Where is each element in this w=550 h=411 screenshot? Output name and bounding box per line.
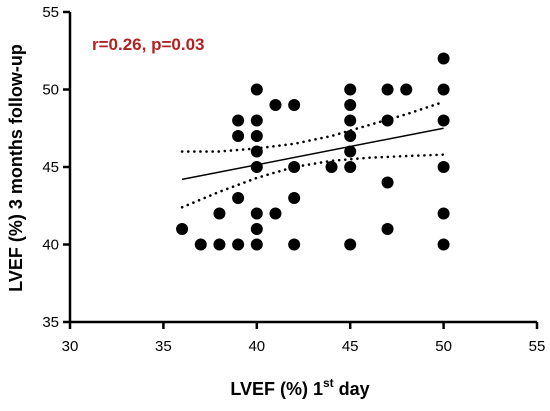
data-point: [437, 207, 450, 220]
data-point: [250, 114, 263, 127]
data-point: [288, 161, 301, 173]
data-point: [344, 83, 357, 96]
x-axis-title-rest: day: [334, 379, 370, 399]
y-tick-label: 45: [42, 159, 59, 176]
y-tick-label: 35: [42, 314, 59, 331]
data-point: [269, 207, 282, 220]
data-point: [437, 114, 450, 127]
x-tick-label: 30: [62, 338, 79, 355]
data-point: [288, 99, 301, 111]
regression-line: [181, 127, 444, 181]
x-axis-title-sup: st: [323, 376, 334, 390]
data-point: [232, 238, 245, 251]
data-point: [381, 223, 394, 235]
data-point: [213, 207, 226, 220]
x-tick-label: 50: [435, 338, 452, 355]
data-point: [344, 145, 357, 158]
data-point: [344, 238, 357, 251]
data-point: [437, 238, 450, 251]
ci-lower-curve: [180, 153, 445, 209]
y-tick-label: 40: [42, 237, 59, 254]
data-point: [250, 207, 263, 220]
data-point: [400, 83, 413, 96]
correlation-annotation: r=0.26, p=0.03: [92, 35, 204, 54]
y-axis-title: LVEF (%) 3 months follow-up: [6, 44, 26, 292]
x-tick-label: 55: [529, 338, 546, 355]
data-point: [250, 223, 263, 235]
data-point: [232, 130, 245, 142]
data-point: [232, 114, 245, 127]
data-point: [176, 223, 189, 235]
data-point: [194, 238, 207, 251]
data-point: [381, 114, 394, 127]
x-tick-label: 40: [248, 338, 265, 355]
data-point: [232, 192, 245, 204]
data-point: [250, 83, 263, 96]
data-point: [288, 192, 301, 204]
data-point: [344, 130, 357, 142]
data-point: [437, 161, 450, 173]
data-point: [250, 130, 263, 142]
data-point: [381, 176, 394, 189]
y-tick-label: 55: [42, 4, 59, 21]
data-point: [381, 83, 394, 96]
data-point: [344, 114, 357, 127]
ci-upper-curve: [180, 100, 445, 153]
x-tick-label: 45: [342, 338, 359, 355]
data-point: [213, 238, 226, 251]
x-axis-title-main: LVEF (%) 1: [230, 379, 323, 399]
data-point: [325, 161, 338, 173]
data-points: [176, 52, 450, 251]
confidence-bands: [180, 100, 445, 209]
regression-fit-line: [181, 127, 444, 181]
data-point: [269, 99, 282, 111]
x-tick-label: 35: [155, 338, 172, 355]
data-point: [288, 238, 301, 251]
y-tick-label: 50: [42, 82, 59, 99]
x-axis-title: LVEF (%) 1st day: [230, 376, 369, 399]
data-point: [344, 161, 357, 173]
data-point: [344, 99, 357, 111]
data-point: [250, 238, 263, 251]
data-point: [250, 145, 263, 158]
data-point: [437, 52, 450, 65]
data-point: [250, 161, 263, 173]
data-point: [437, 83, 450, 96]
